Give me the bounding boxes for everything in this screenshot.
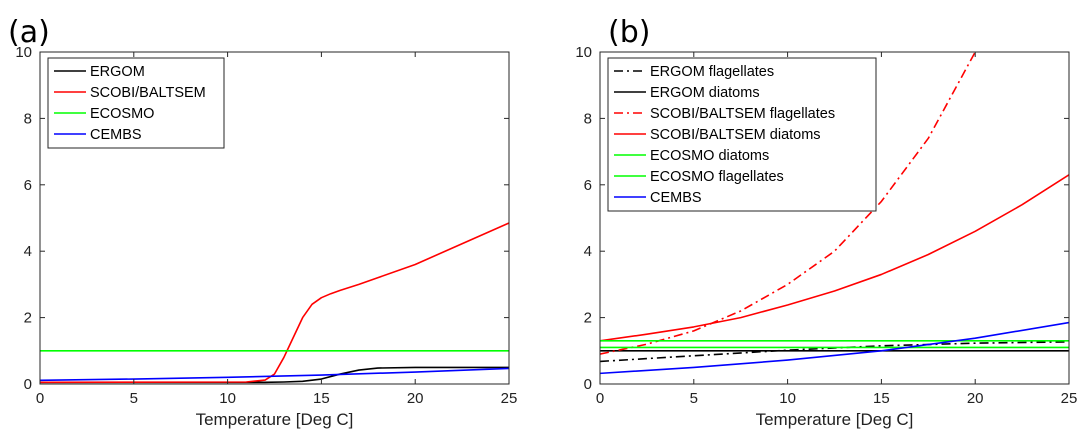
panel-a: 0 5 10 15 20 25 0 2 4 6 8 10 Temperature [Deg C] ERGO… <box>15 44 517 429</box>
panel-a-series-line <box>40 367 509 382</box>
panel-b-y-tick-label: 0 <box>584 376 592 393</box>
panel-b-y-tick-label: 10 <box>575 44 592 61</box>
panel-b-legend-label: ECOSMO diatoms <box>650 148 769 164</box>
panel-a-y-tick-label: 6 <box>24 177 32 194</box>
panel-b-x-axis-label: Temperature [Deg C] <box>756 410 914 429</box>
panel-b-legend-label: ERGOM diatoms <box>650 85 760 101</box>
panel-a-x-tick-label: 10 <box>219 390 236 407</box>
panel-a-label: (a) <box>8 15 50 50</box>
panel-b-y-tick-label: 4 <box>584 243 592 260</box>
panel-a-x-tick-label: 25 <box>501 390 518 407</box>
panel-b: 0 5 10 15 20 25 0 2 4 6 8 10 Temperature [Deg C] ERGO… <box>575 44 1077 429</box>
panel-b-series-line <box>600 341 1069 363</box>
panel-b-legend-label: SCOBI/BALTSEM flagellates <box>650 106 835 122</box>
panel-a-series-line <box>40 222 509 384</box>
panel-b-x-tick-label: 15 <box>873 390 890 407</box>
panel-a-x-tick-label: 15 <box>313 390 330 407</box>
panel-a-y-tick-label: 4 <box>24 243 32 260</box>
panel-a-y-tick-label: 10 <box>15 44 32 61</box>
panel-b-y-tick-label: 2 <box>584 310 592 327</box>
panel-a-series-line <box>40 366 509 384</box>
panel-b-x-tick-label: 5 <box>690 390 698 407</box>
panel-a-axes-box <box>39 51 510 385</box>
panel-b-x-tick-label: 0 <box>596 390 604 407</box>
panel-a-x-tick-label: 20 <box>407 390 424 407</box>
panel-b-series-line <box>600 174 1069 342</box>
panel-a-y-tick-label: 2 <box>24 310 32 327</box>
panel-b-x-tick-label: 20 <box>967 390 984 407</box>
panel-a-x-tick-label: 5 <box>130 390 138 407</box>
panel-b-series-line <box>600 321 1069 375</box>
panel-a-y-tick-label: 0 <box>24 376 32 393</box>
panel-b-legend-label: ERGOM flagellates <box>650 64 774 80</box>
panel-b-legend-box <box>607 57 877 212</box>
panel-b-x-tick-label: 10 <box>779 390 796 407</box>
panel-a-legend-label: ERGOM <box>90 64 145 80</box>
panel-b-y-tick-label: 6 <box>584 177 592 194</box>
panel-b-y-tick-label: 8 <box>584 110 592 127</box>
panel-a-x-axis-label: Temperature [Deg C] <box>196 410 354 429</box>
panel-a-legend-label: SCOBI/BALTSEM <box>90 85 206 101</box>
panel-b-series-line <box>600 52 976 355</box>
panel-a-y-tick-label: 8 <box>24 110 32 127</box>
panel-b-label: (b) <box>608 15 650 50</box>
panel-b-legend-label: CEMBS <box>650 190 702 206</box>
panel-a-legend-label: ECOSMO <box>90 106 154 122</box>
panel-b-legend-label: SCOBI/BALTSEM diatoms <box>650 127 821 143</box>
panel-a-x-tick-label: 0 <box>36 390 44 407</box>
panel-a-legend-box <box>47 57 225 149</box>
panel-a-legend-label: CEMBS <box>90 127 142 143</box>
panel-b-legend-label: ECOSMO flagellates <box>650 169 784 185</box>
panel-b-axes-box <box>599 51 1070 385</box>
panel-b-x-tick-label: 25 <box>1061 390 1078 407</box>
